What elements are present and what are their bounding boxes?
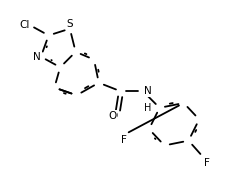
Text: H: H (144, 103, 151, 113)
Text: F: F (204, 158, 210, 168)
Text: Cl: Cl (19, 20, 29, 30)
Text: S: S (67, 19, 73, 29)
Text: F: F (121, 135, 127, 145)
Text: N: N (144, 86, 152, 96)
Text: O: O (109, 110, 117, 121)
Text: O: O (108, 110, 116, 121)
Text: N: N (143, 86, 151, 96)
Text: N: N (33, 52, 41, 62)
